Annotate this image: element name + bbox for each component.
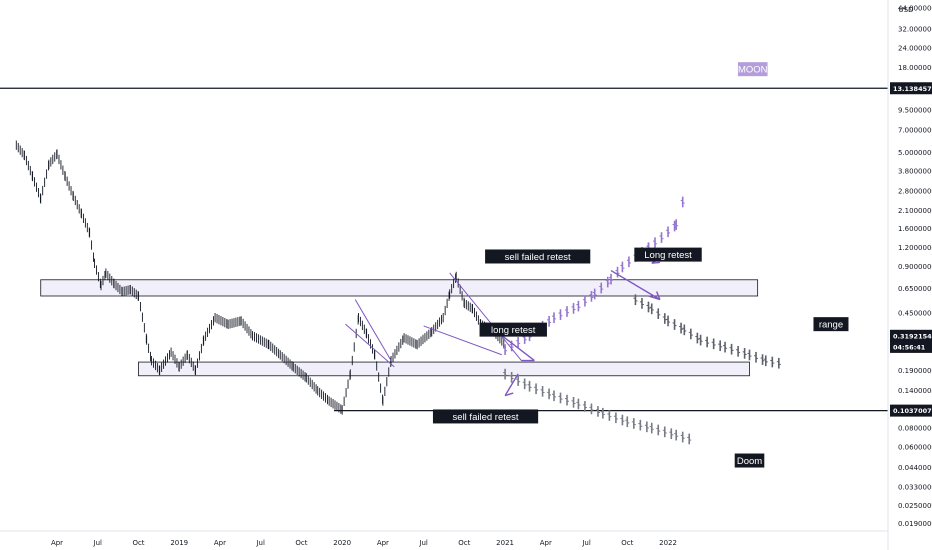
- x-tick: Oct: [132, 539, 144, 547]
- price-tags: 13.13845765 0.31921541 04:56:41 0.10370076: [890, 82, 932, 417]
- annotation-4: range: [813, 317, 849, 332]
- y-tick: 0.45000000: [898, 309, 932, 317]
- y-tick: 9.5000000: [898, 106, 932, 114]
- x-tick: Jul: [418, 539, 428, 547]
- y-tick: 2.10000000: [898, 207, 932, 215]
- y-tick: 0.14000000: [898, 387, 932, 395]
- price-tag-box: [890, 404, 932, 417]
- price-tag-box: [890, 340, 932, 353]
- arrow-head-2: [651, 261, 660, 264]
- y-tick: 3.80000000: [898, 167, 932, 175]
- arrow-sell-1: [610, 269, 661, 301]
- annotation-box: [634, 247, 702, 262]
- y-tick: 5.00000000: [898, 149, 932, 157]
- arrow-sell-2: [504, 373, 519, 396]
- annotation-box: [479, 322, 547, 337]
- y-tick: 0.06000000: [898, 444, 932, 452]
- x-tick: Jul: [93, 539, 103, 547]
- annotation-text: range: [819, 320, 843, 331]
- series-bear-projection: [503, 368, 692, 445]
- y-tick: 1.20000000: [898, 244, 932, 252]
- price-tag-text: 0.10370076: [893, 407, 932, 415]
- trendline-3: [449, 272, 522, 361]
- annotation-text: Long retest: [644, 250, 692, 261]
- y-tick: 2.80000000: [898, 188, 932, 196]
- trendline-4: [423, 325, 503, 356]
- annotation-2: Long retest: [634, 247, 702, 262]
- price-tag-box: [890, 82, 932, 95]
- price-tag-text: 04:56:41: [893, 343, 926, 351]
- annotation-box: [734, 453, 765, 468]
- annotation-text: MOON: [738, 65, 768, 76]
- x-tick: Apr: [51, 539, 63, 547]
- y-tick: 24.00000000: [898, 45, 932, 53]
- annotation-text: long retest: [491, 325, 536, 336]
- y-tick: 0.04400000: [898, 464, 932, 472]
- y-tick: 1.60000000: [898, 225, 932, 233]
- y-tick: 44.00000000: [898, 4, 932, 12]
- x-tick: Oct: [295, 539, 307, 547]
- price-tag-text: 13.13845765: [893, 85, 932, 93]
- x-tick: Oct: [458, 539, 470, 547]
- arrow-head-1b: [655, 291, 661, 300]
- annotation-text: Doom: [737, 456, 762, 467]
- y-tick: 0.90000000: [898, 263, 932, 271]
- arrow-head-4: [504, 392, 514, 397]
- price-tag-2: 04:56:41: [890, 340, 932, 353]
- x-tick: 2019: [170, 539, 188, 547]
- x-axis: Apr Jul Oct 2019 Apr Jul Oct 2020 Apr Jul Oct 2021 A…: [0, 530, 888, 547]
- annotations: MOON sell failed retest Long retest long re…: [345, 62, 849, 468]
- y-tick: 0.65000000: [898, 285, 932, 293]
- x-tick: 2021: [496, 539, 514, 547]
- arrow-long-2: [501, 335, 535, 362]
- price-tag-box: [890, 329, 932, 342]
- arrow-head-1a: [648, 295, 661, 301]
- y-tick: 0.08000000: [898, 424, 932, 432]
- annotation-text: sell failed retest: [453, 412, 519, 423]
- annotation-box: [432, 409, 539, 424]
- price-tag-0: 13.13845765: [890, 82, 932, 95]
- x-tick: Apr: [377, 539, 389, 547]
- y-tick: 32.00000000: [898, 25, 932, 33]
- y-tick: 0.02500000: [898, 502, 932, 510]
- x-tick: Apr: [214, 539, 226, 547]
- currency-label: USD: [899, 6, 914, 14]
- x-tick: 2020: [333, 539, 351, 547]
- annotation-box: [813, 317, 849, 332]
- y-tick: 0.19000000: [898, 367, 932, 375]
- price-tag-text: 0.31921541: [893, 332, 932, 340]
- y-tick: 0.03300000: [898, 483, 932, 491]
- support-zone: [138, 361, 750, 377]
- x-tick: Oct: [621, 539, 633, 547]
- price-tag-1: 0.31921541: [890, 329, 932, 342]
- annotation-6: Doom: [734, 453, 765, 468]
- y-tick: 18.00000000: [898, 64, 932, 72]
- x-tick: Jul: [581, 539, 591, 547]
- annotation-box: [737, 62, 768, 77]
- x-tick: Jul: [255, 539, 265, 547]
- annotation-0: MOON: [737, 62, 768, 77]
- price-tag-3: 0.10370076: [890, 404, 932, 417]
- annotation-box: [485, 249, 591, 264]
- trendline-1: [354, 299, 392, 361]
- zones: [40, 279, 759, 377]
- y-tick: 7.00000000: [898, 127, 932, 135]
- x-tick: 2022: [659, 539, 677, 547]
- y-axis: USD 44.00000000 32.00000000 24.00000000 18.…: [887, 0, 932, 550]
- trendline-2: [345, 323, 395, 368]
- x-tick: Apr: [540, 539, 552, 547]
- annotation-5: sell failed retest: [432, 409, 539, 424]
- annotation-3: long retest: [479, 322, 547, 337]
- annotation-1: sell failed retest: [485, 249, 591, 264]
- resistance-zone: [40, 279, 759, 297]
- series-range-projection: [633, 294, 781, 369]
- y-tick: 0.01900000: [898, 520, 932, 528]
- horizontal-lines: [0, 87, 888, 412]
- annotation-text: sell failed retest: [505, 252, 571, 263]
